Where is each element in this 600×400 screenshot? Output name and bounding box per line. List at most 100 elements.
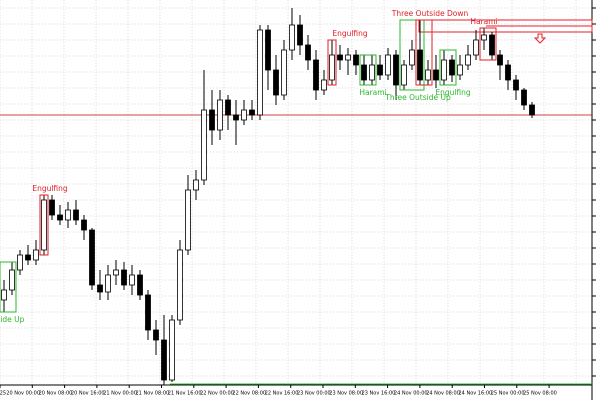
candle-body [249, 109, 255, 116]
x-tick-label: 21 Nov 16:00 [168, 391, 202, 397]
x-tick-label: 22 Nov 16:00 [265, 391, 299, 397]
x-tick-label: 21 Nov 00:00 [103, 391, 137, 397]
candle-body [201, 109, 207, 181]
pattern-label: Three Outside Up [384, 93, 451, 102]
pattern-label: Engulfing [32, 184, 68, 193]
candle-body [73, 209, 79, 221]
down-arrow [533, 33, 547, 44]
pattern-box [359, 54, 377, 86]
candle-body [193, 179, 199, 191]
x-tick-label: 24 Nov 00:00 [394, 391, 428, 397]
pattern-label: Harami [359, 88, 386, 97]
candle-body [297, 24, 303, 46]
candle-body [89, 229, 95, 286]
candle-body [49, 199, 55, 216]
candle-body [489, 34, 495, 56]
candle-body [17, 254, 23, 271]
x-tick-label: 20 Nov 16:00 [71, 391, 105, 397]
pattern-label: Three Outside Down [391, 9, 469, 18]
candle-body [377, 64, 383, 76]
candle-body [281, 49, 287, 96]
x-tick-label: 22 Nov 00:00 [200, 391, 234, 397]
x-tick-label: 22 Nov 08:00 [232, 391, 266, 397]
candle-body [233, 114, 239, 121]
candle-body [97, 284, 103, 293]
candle-body [209, 109, 215, 131]
x-tick-label: 20 Nov 08:00 [39, 391, 73, 397]
candle-body [513, 79, 519, 91]
candle-body [369, 64, 375, 81]
candle-body [57, 214, 63, 221]
candle-body [497, 54, 503, 66]
candle-body [465, 54, 471, 66]
candle-body [305, 44, 311, 61]
pattern-label: Engulfing [435, 88, 471, 97]
candle-body [25, 254, 31, 261]
candle-body [217, 99, 223, 131]
pattern-label: Harami [470, 17, 497, 26]
pattern-box [39, 194, 49, 256]
candle-body [425, 69, 431, 81]
candle-body [105, 274, 111, 293]
candle-body [313, 59, 319, 91]
candle-body [145, 294, 151, 331]
candle-body [417, 49, 423, 81]
candle-body [361, 64, 367, 81]
candle-body [401, 64, 407, 86]
candle-body [33, 249, 39, 261]
grid [0, 0, 592, 385]
candle-body [185, 189, 191, 251]
candle-body [505, 64, 511, 81]
candle-body [337, 54, 343, 61]
x-tick-label: 24 Nov 16:00 [459, 391, 493, 397]
candle-body [329, 54, 335, 81]
pattern-box [0, 261, 17, 313]
x-tick-label: 23 Nov 08:00 [329, 391, 363, 397]
pattern-label: Three Inside Up [0, 315, 25, 324]
candle-body [169, 319, 175, 381]
candle-body [257, 29, 263, 116]
candle-body [345, 54, 351, 61]
candle-body [137, 274, 143, 296]
x-tick-label: 19 Nov 2025 [0, 391, 6, 397]
x-tick-label: 23 Nov 16:00 [362, 391, 396, 397]
candle-body [1, 289, 7, 301]
x-tick-label: 25 Nov 08:00 [523, 391, 557, 397]
x-tick-label: 25 Nov 00:00 [491, 391, 525, 397]
candle-body [273, 69, 279, 96]
candle-body [161, 339, 167, 381]
candle-body [321, 79, 327, 91]
x-tick-label: 21 Nov 08:00 [136, 391, 170, 397]
candle-body [153, 329, 159, 341]
candle-body [521, 89, 527, 106]
candle-body [121, 269, 127, 286]
candle-body [225, 99, 231, 116]
candle-body [449, 59, 455, 76]
candle-body [409, 49, 415, 66]
candle-body [529, 104, 535, 116]
candle-body [241, 109, 247, 121]
candle-body [289, 24, 295, 51]
candle-body [113, 269, 119, 276]
candle-body [457, 64, 463, 76]
pattern-label: Engulfing [332, 29, 368, 38]
candle-body [481, 34, 487, 41]
x-tick-label: 23 Nov 00:00 [297, 391, 331, 397]
candle-body [393, 54, 399, 86]
candle-body [177, 249, 183, 321]
pattern-box [439, 49, 457, 86]
candle-body [65, 209, 71, 221]
candle-body [265, 29, 271, 71]
x-tick-label: 24 Nov 08:00 [426, 391, 460, 397]
candle-body [433, 69, 439, 81]
candle-body [385, 54, 391, 76]
candle-body [81, 219, 87, 231]
pattern-box [479, 27, 497, 61]
candle-body [441, 59, 447, 81]
candle-body [9, 269, 15, 291]
candle-body [353, 54, 359, 66]
candle-body [41, 199, 47, 251]
pattern-box [415, 19, 433, 86]
x-tick-label: 20 Nov 00:00 [6, 391, 40, 397]
